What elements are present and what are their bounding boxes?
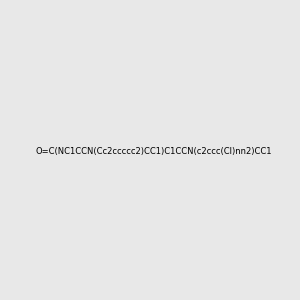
Text: O=C(NC1CCN(Cc2ccccc2)CC1)C1CCN(c2ccc(Cl)nn2)CC1: O=C(NC1CCN(Cc2ccccc2)CC1)C1CCN(c2ccc(Cl)… xyxy=(35,147,272,156)
